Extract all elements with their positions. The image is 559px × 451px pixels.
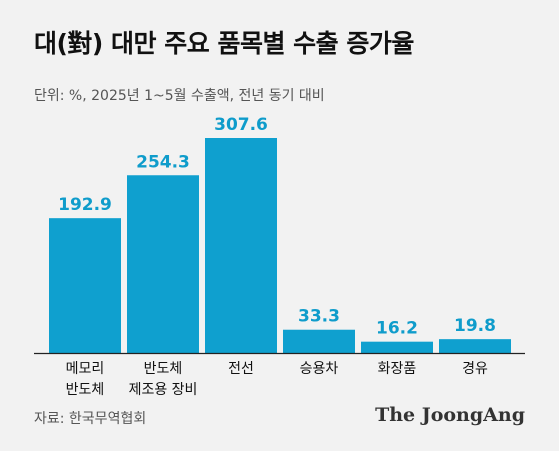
chart-title: 대(對) 대만 주요 품목별 수출 증가율 [34,29,414,58]
bar-value-label: 254.3 [136,152,190,172]
bar-value-label: 192.9 [58,195,112,215]
publisher-logo: The JoongAng [375,404,525,426]
bar-value-label: 307.6 [214,115,268,135]
category-label: 전선 [228,361,254,377]
category-label: 화장품 [378,361,417,377]
category-label: 승용차 [300,361,339,377]
bar-1 [49,218,121,353]
bar-5 [361,341,433,353]
category-label: 경유 [462,361,488,377]
category-label: 반도체 [66,382,105,398]
bar-value-label: 19.8 [454,316,496,336]
bar-2 [127,175,199,353]
category-label: 제조용 장비 [129,382,198,398]
category-label: 반도체 [144,361,183,377]
source-note: 자료: 한국무역협회 [34,411,147,427]
bar-value-label: 33.3 [298,307,340,327]
bar-4 [283,329,355,353]
chart-subtitle: 단위: %, 2025년 1~5월 수출액, 전년 동기 대비 [34,88,325,104]
category-label: 메모리 [66,361,105,377]
bar-6 [439,339,511,353]
bar-3 [205,138,277,353]
bar-value-label: 16.2 [376,319,418,339]
